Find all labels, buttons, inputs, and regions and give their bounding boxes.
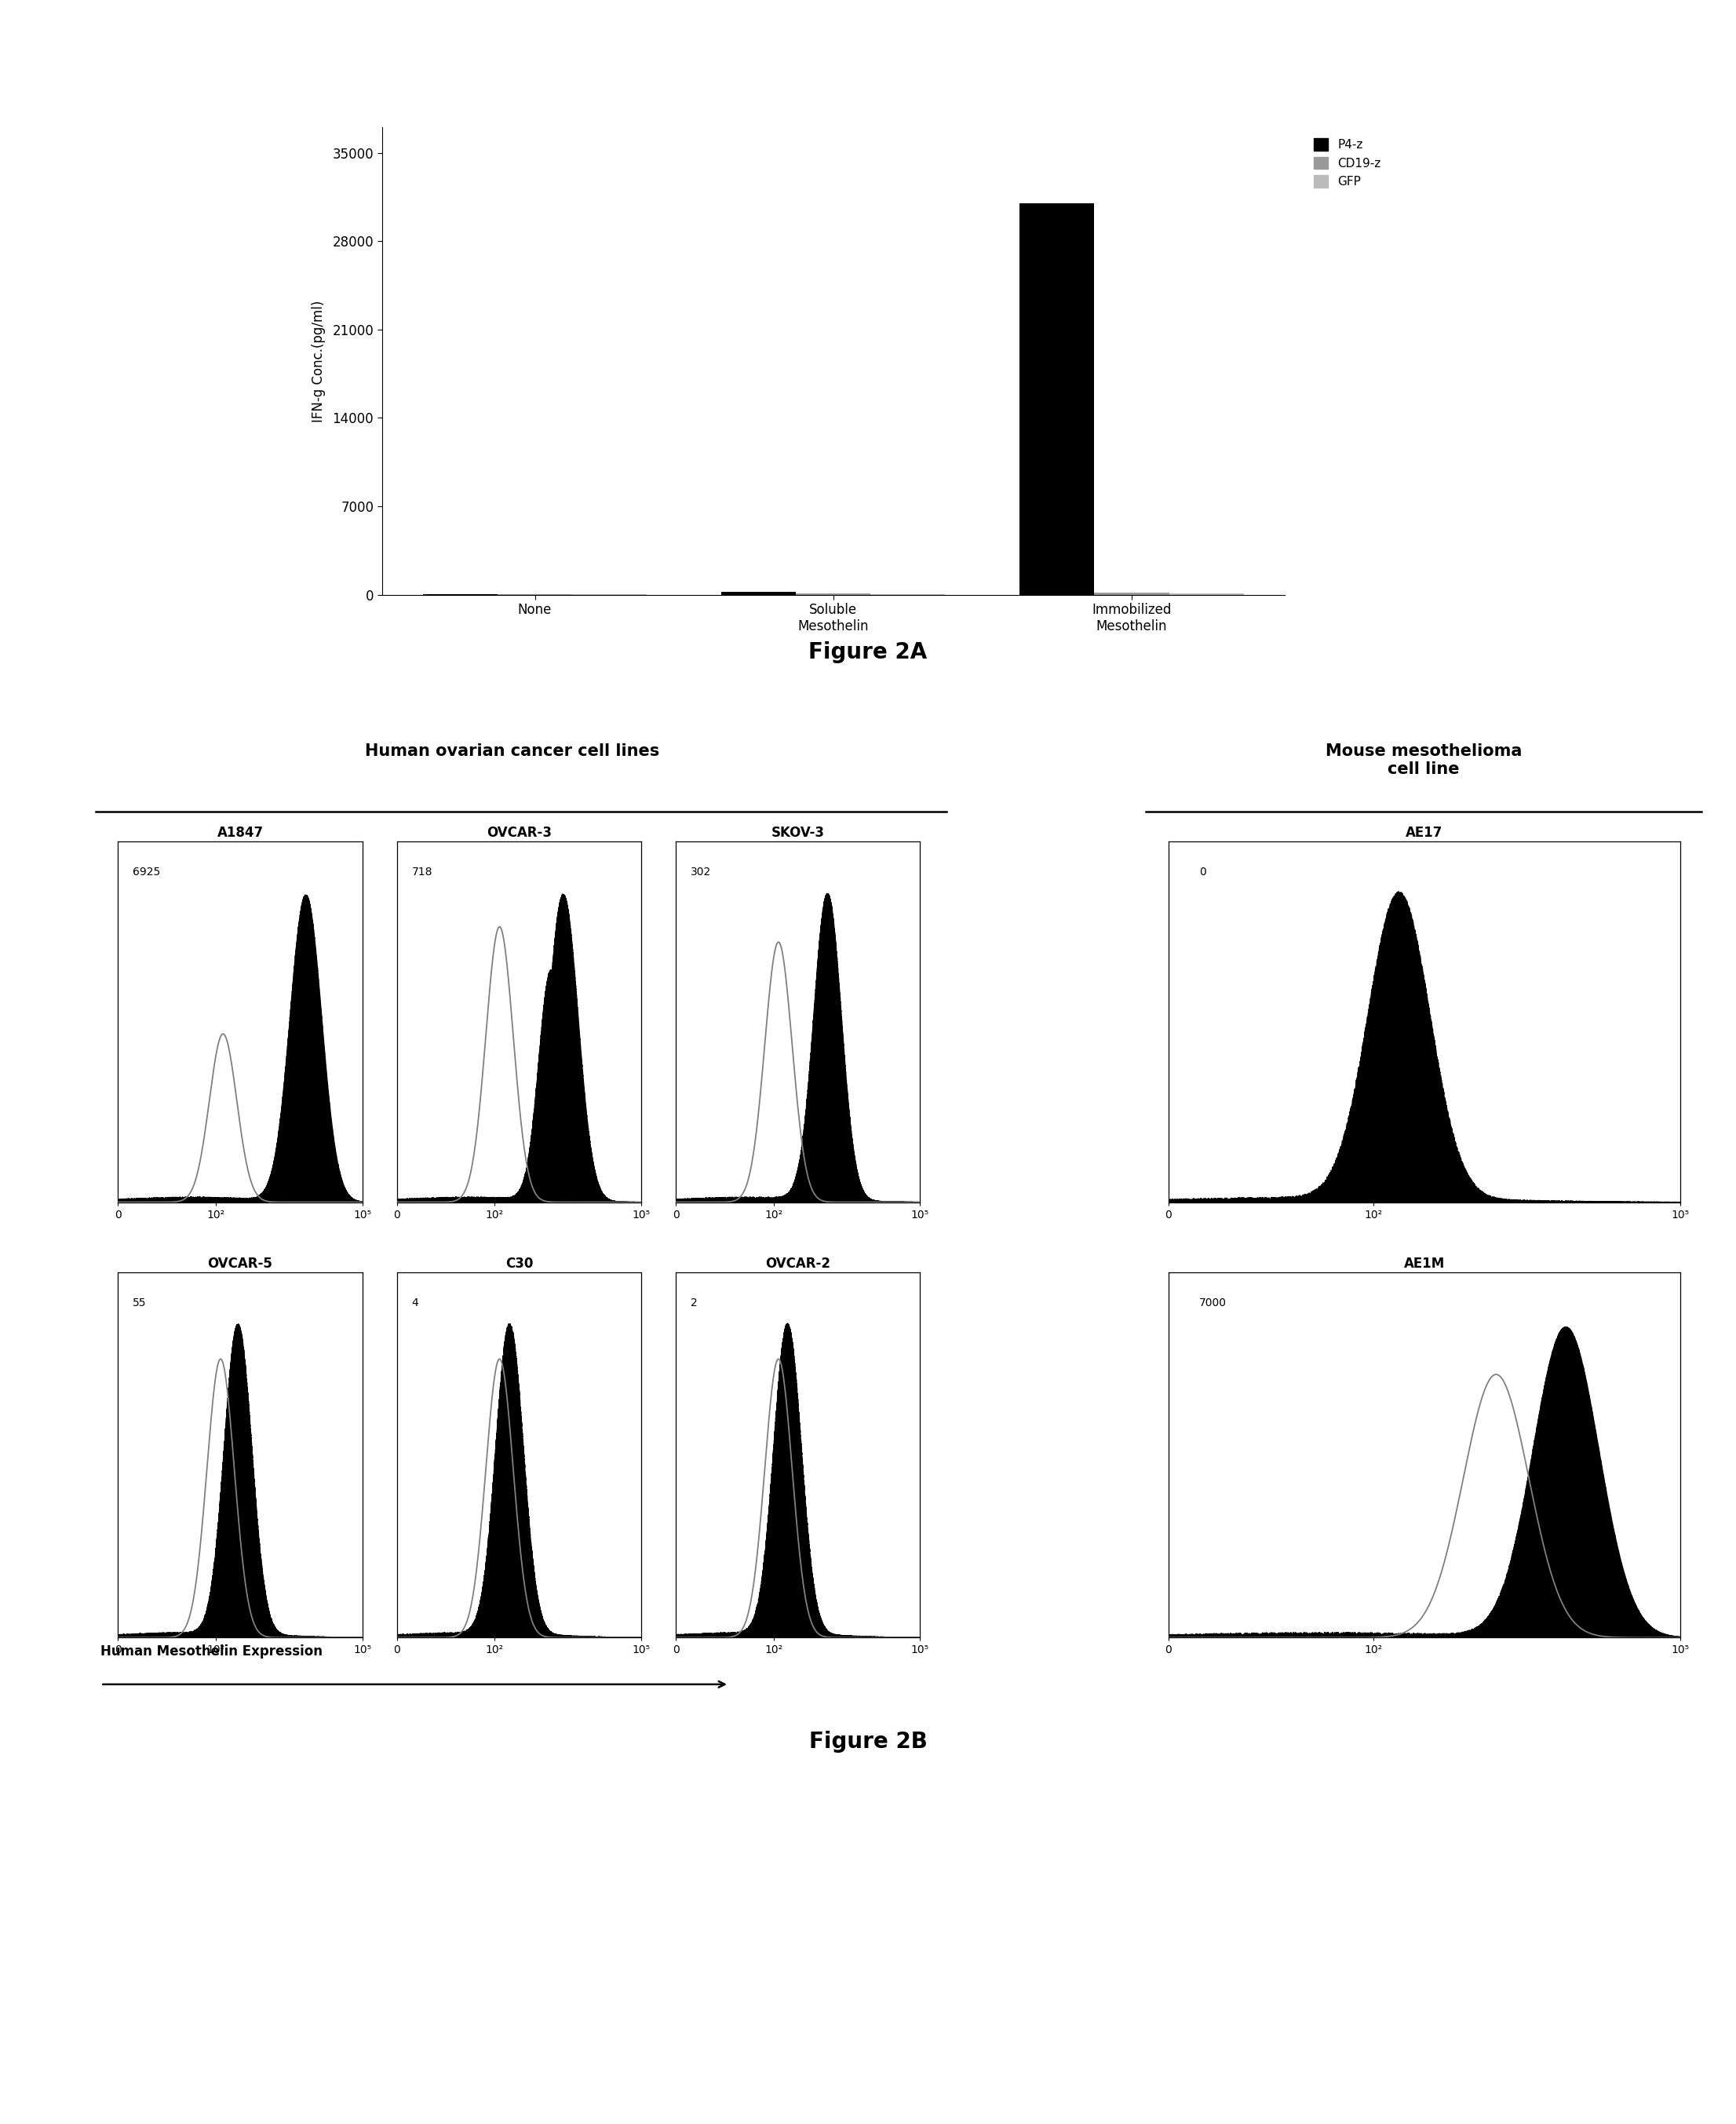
Text: 6925: 6925 <box>132 867 160 877</box>
Text: 302: 302 <box>691 867 712 877</box>
Y-axis label: IFN-g Conc.(pg/ml): IFN-g Conc.(pg/ml) <box>312 299 326 423</box>
Text: 0: 0 <box>1200 867 1207 877</box>
Title: SKOV-3: SKOV-3 <box>771 826 825 839</box>
Text: Human Mesothelin Expression: Human Mesothelin Expression <box>101 1644 323 1659</box>
Legend: P4-z, CD19-z, GFP: P4-z, CD19-z, GFP <box>1309 134 1385 193</box>
Title: AE17: AE17 <box>1406 826 1443 839</box>
Text: Human ovarian cancer cell lines: Human ovarian cancer cell lines <box>365 743 660 758</box>
Text: 718: 718 <box>411 867 432 877</box>
Title: OVCAR-5: OVCAR-5 <box>208 1257 273 1270</box>
Text: 4: 4 <box>411 1298 418 1308</box>
Title: OVCAR-2: OVCAR-2 <box>766 1257 830 1270</box>
Bar <box>722 593 797 595</box>
Title: OVCAR-3: OVCAR-3 <box>486 826 552 839</box>
Title: A1847: A1847 <box>217 826 264 839</box>
Title: C30: C30 <box>505 1257 533 1270</box>
Text: Figure 2A: Figure 2A <box>809 641 927 663</box>
Title: AE1M: AE1M <box>1404 1257 1444 1270</box>
Text: Figure 2B: Figure 2B <box>809 1731 927 1752</box>
Text: 2: 2 <box>691 1298 698 1308</box>
Bar <box>1094 593 1168 595</box>
Text: 7000: 7000 <box>1200 1298 1227 1308</box>
Bar <box>1019 204 1094 595</box>
Text: 55: 55 <box>132 1298 146 1308</box>
Text: Mouse mesothelioma
cell line: Mouse mesothelioma cell line <box>1325 743 1522 777</box>
